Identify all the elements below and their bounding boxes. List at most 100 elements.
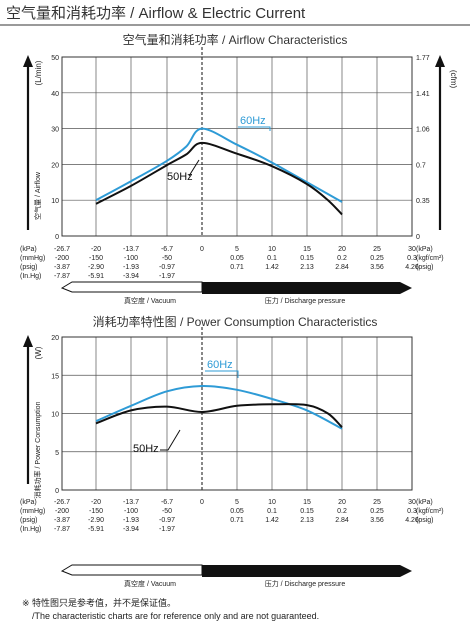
y2-tick-label: 0.35 xyxy=(416,198,430,205)
x-row-unit-left: (psig) xyxy=(20,517,38,524)
x-tick-label: 0.71 xyxy=(230,264,244,271)
x-row-unit-left: (In.Hg) xyxy=(20,273,41,280)
y2-tick-label: 1.06 xyxy=(416,127,430,134)
x-row-unit-left: (mmHg) xyxy=(20,508,45,515)
x-tick-label: 0.05 xyxy=(230,508,244,515)
x-tick-label: 0.3 xyxy=(407,255,417,262)
x-tick-label: -50 xyxy=(162,255,172,262)
y-axis-side-label: 消耗功率 / Power Consumption xyxy=(33,401,42,498)
x-tick-label: 15 xyxy=(303,499,311,506)
footnote-line-en: /The characteristic charts are for refer… xyxy=(32,611,320,621)
x-tick-label: -200 xyxy=(55,508,69,515)
x-tick-label: -3.94 xyxy=(123,526,139,533)
x-tick-label: 15 xyxy=(303,246,311,253)
x-tick-label: 3.56 xyxy=(370,517,384,524)
x-tick-label: -26.7 xyxy=(54,246,70,253)
x-tick-label: 0.25 xyxy=(370,508,384,515)
y-axis-arrow-head xyxy=(23,55,33,67)
footnote: ※ 特性图只是参考值，并不是保证值。 /The characteristic c… xyxy=(22,597,319,623)
x-row-unit-right: (kPa) xyxy=(416,499,433,506)
y-tick-label: 20 xyxy=(51,162,59,169)
x-tick-label: -1.93 xyxy=(123,517,139,524)
footnote-line-cn: ※ 特性图只是参考值，并不是保证值。 xyxy=(22,598,177,608)
power-chart: 消耗功率特性图 / Power Consumption Characterist… xyxy=(20,314,444,588)
x-tick-label: -0.97 xyxy=(159,517,175,524)
vacuum-region-label: 真空度 / Vacuum xyxy=(124,296,176,305)
x-tick-label: -13.7 xyxy=(123,499,139,506)
x-tick-label: -1.97 xyxy=(159,273,175,280)
power-chart-panel: 消耗功率特性图 / Power Consumption Characterist… xyxy=(0,312,470,590)
x-tick-label: -6.7 xyxy=(161,499,173,506)
y-tick-label: 15 xyxy=(51,373,59,380)
y-tick-label: 10 xyxy=(51,412,59,419)
x-tick-label: -1.93 xyxy=(123,264,139,271)
x-tick-label: -20 xyxy=(91,499,101,506)
x-tick-label: 0.25 xyxy=(370,255,384,262)
y-tick-label: 0 xyxy=(55,488,59,495)
x-tick-label: -2.90 xyxy=(88,517,104,524)
x-tick-label: 2.13 xyxy=(300,264,314,271)
airflow-chart: 空气量和消耗功率 / Airflow Characteristics 0 10 20 3… xyxy=(20,32,458,305)
x-tick-label: 25 xyxy=(373,499,381,506)
x-tick-label: 0.2 xyxy=(337,255,347,262)
series-label-60hz: 60Hz xyxy=(240,115,266,127)
pressure-region-label: 压力 / Discharge pressure xyxy=(265,579,346,588)
x-tick-label: 0.05 xyxy=(230,255,244,262)
x-tick-label: 1.42 xyxy=(265,264,279,271)
x-tick-label: 0.15 xyxy=(300,255,314,262)
pressure-region-arrow xyxy=(202,282,412,294)
pressure-region-arrow xyxy=(202,565,412,577)
series-label-50hz: 50Hz xyxy=(133,443,159,455)
x-tick-label: 0.15 xyxy=(300,508,314,515)
series-label-60hz: 60Hz xyxy=(207,359,233,371)
x-tick-label: 0 xyxy=(200,246,204,253)
x-row-unit-left: (In.Hg) xyxy=(20,526,41,533)
x-tick-label: 0.2 xyxy=(337,508,347,515)
series-line-60hz xyxy=(95,127,343,203)
series-leader-60hz xyxy=(238,126,271,131)
series-line-60hz xyxy=(95,384,343,430)
vacuum-region-label: 真空度 / Vacuum xyxy=(124,579,176,588)
x-tick-label: 2.84 xyxy=(335,517,349,524)
airflow-chart-panel: 空气量和消耗功率 / Airflow Characteristics 0 10 20 3… xyxy=(0,30,470,310)
x-tick-label: -0.97 xyxy=(159,264,175,271)
series-leader-50hz xyxy=(188,159,200,177)
vacuum-region-arrow xyxy=(60,564,203,576)
page-title: 空气量和消耗功率 / Airflow & Electric Current xyxy=(6,5,306,22)
y-tick-label: 10 xyxy=(51,198,59,205)
x-tick-label: 1.42 xyxy=(265,517,279,524)
x-tick-label: -50 xyxy=(162,508,172,515)
x-row-unit-left: (psig) xyxy=(20,264,38,271)
x-tick-label: 25 xyxy=(373,246,381,253)
x-row-unit-right: (kgf/cm²) xyxy=(416,508,444,515)
x-row-unit-left: (kPa) xyxy=(20,499,37,506)
header-divider xyxy=(0,24,470,26)
y2-axis-unit: (cfm) xyxy=(449,70,458,89)
x-tick-label: -100 xyxy=(124,508,138,515)
x-tick-label: 0.3 xyxy=(407,508,417,515)
x-tick-label: 5 xyxy=(235,499,239,506)
series-line-50hz xyxy=(95,141,343,216)
x-tick-label: -100 xyxy=(124,255,138,262)
x-tick-label: 20 xyxy=(338,499,346,506)
y-axis-side-label: 空气量 / Airflow xyxy=(33,171,42,220)
y2-tick-label: 0.7 xyxy=(416,162,426,169)
x-tick-label: -2.90 xyxy=(88,264,104,271)
y2-axis-arrow-head xyxy=(435,55,445,67)
x-tick-label: -20 xyxy=(91,246,101,253)
chart-title: 空气量和消耗功率 / Airflow Characteristics xyxy=(123,32,348,47)
x-tick-label: -150 xyxy=(89,508,103,515)
vacuum-region-arrow xyxy=(60,281,203,293)
x-tick-label: -150 xyxy=(89,255,103,262)
plot-frame xyxy=(61,336,413,491)
y-tick-label: 40 xyxy=(51,91,59,98)
x-tick-label: 20 xyxy=(338,246,346,253)
x-tick-label: 0.71 xyxy=(230,517,244,524)
x-tick-label: -200 xyxy=(55,255,69,262)
x-tick-label: 4.26 xyxy=(405,264,419,271)
x-tick-label: -7.87 xyxy=(54,526,70,533)
series-leader-60hz xyxy=(205,370,239,378)
x-tick-label: -7.87 xyxy=(54,273,70,280)
page-header: 空气量和消耗功率 / Airflow & Electric Current xyxy=(0,0,470,26)
x-tick-label: -3.87 xyxy=(54,264,70,271)
